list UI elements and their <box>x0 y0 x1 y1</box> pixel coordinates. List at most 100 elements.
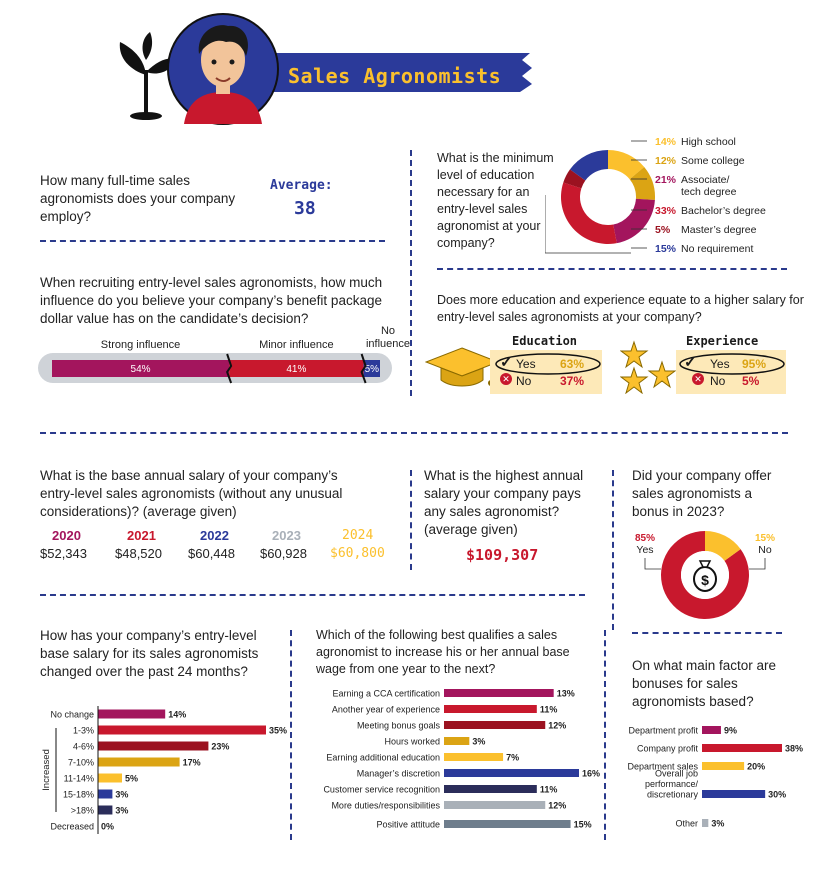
bonus-factor-value-label: 3% <box>711 819 724 829</box>
bonus-factor-value-label: 9% <box>724 726 737 736</box>
q8-question: How has your company’s entry-level base … <box>40 628 259 679</box>
leader-line <box>545 195 631 254</box>
qualifies-value-label: 7% <box>506 753 519 763</box>
salary-change-category-label: Decreased <box>50 822 94 832</box>
q9-question: Which of the following best qualifies a … <box>316 628 570 676</box>
divider <box>612 470 614 630</box>
leader-line <box>749 558 766 570</box>
salary-change-category-label: >18% <box>71 806 94 816</box>
bonus-factor-bar <box>702 744 782 752</box>
salary-year: 2021 <box>127 528 156 543</box>
qualifies-category-label: Hours worked <box>384 737 440 747</box>
break-mark <box>226 353 233 384</box>
education-donut-chart: 14% High school 12% Some college 21% Associat… <box>545 136 766 255</box>
salary-value: $60,928 <box>260 546 307 561</box>
qualifies-value-label: 15% <box>574 820 592 830</box>
qualifies-category-label: Earning a CCA certification <box>332 689 440 699</box>
q6-question: What is the highest annual salary your c… <box>424 468 584 537</box>
q10-question: On what main factor are bonuses for sale… <box>632 658 777 709</box>
qualifies-value-label: 12% <box>548 801 566 811</box>
divider <box>410 470 412 570</box>
experience-title: Experience <box>686 334 759 348</box>
q2-question: What is the minimum level of education n… <box>437 151 554 250</box>
banner-shape <box>260 53 532 92</box>
education-label: High school <box>681 136 736 148</box>
salary-change-category-label: 7-10% <box>68 758 94 768</box>
education-label: Associate/ <box>681 174 730 186</box>
influence-category-label: Strong influence <box>101 339 181 351</box>
salary-change-bar <box>98 757 180 767</box>
influence-bar-chart: 54% 41% 5% Strong influence Minor influence N… <box>52 325 410 384</box>
influence-value-label: 41% <box>286 364 306 375</box>
qualifies-bar <box>444 705 537 713</box>
salary-change-value-label: 23% <box>211 742 229 752</box>
salary-year: 2023 <box>272 528 301 543</box>
q4-question: Does more education and experience equat… <box>437 293 804 324</box>
influence-category-label: No <box>381 325 395 337</box>
education-slice <box>613 198 655 244</box>
qualifies-bar <box>444 801 546 809</box>
qualifies-value-label: 12% <box>548 721 566 731</box>
education-yes-label: Yes <box>516 357 536 371</box>
x-mark-icon: ✕ <box>692 373 704 385</box>
qualifies-bar <box>444 721 546 729</box>
qualifies-value-label: 3% <box>472 737 485 747</box>
education-pct: 5% <box>655 224 671 236</box>
qualifies-bar <box>444 753 504 761</box>
leader-line <box>644 558 661 570</box>
bonus-factor-bar <box>702 726 721 734</box>
bonus-factor-value-label: 30% <box>768 790 786 800</box>
bonus-factor-category-label: Overall job <box>655 769 698 779</box>
bonus-slice-no <box>705 531 741 561</box>
salary-value: $60,800 <box>330 546 385 561</box>
education-label: Master’s degree <box>681 224 757 236</box>
money-bag-tie <box>698 560 712 568</box>
salary-years-table: 2020 $52,343 2021 $48,520 2022 $60,448 2023 $60… <box>40 528 390 564</box>
qualifies-bar <box>444 820 571 828</box>
salary-change-category-label: 4-6% <box>73 742 94 752</box>
bonus-factor-bar <box>702 790 766 798</box>
influence-segment <box>363 360 380 377</box>
salary-change-value-label: 3% <box>115 806 128 816</box>
education-no-value: 37% <box>560 374 585 388</box>
bonus-factor-category-label: performance/ <box>645 779 699 789</box>
qualifies-value-label: 11% <box>540 785 558 795</box>
q1-average-value: 38 <box>294 198 316 219</box>
influence-segment <box>229 360 364 377</box>
dollar-sign: $ <box>701 572 709 588</box>
qualifies-category-label: Meeting bonus goals <box>357 721 441 731</box>
divider <box>604 630 606 840</box>
q1-question: How many full-time sales agronomists doe… <box>40 173 236 224</box>
qualifies-value-label: 13% <box>557 689 575 699</box>
education-slice <box>608 150 645 180</box>
divider <box>410 150 412 396</box>
header: Sales Agronomists <box>110 12 550 130</box>
education-slice <box>561 182 617 244</box>
salary-change-category-label: 15-18% <box>63 790 94 800</box>
salary-change-value-label: 17% <box>183 758 201 768</box>
education-slice <box>629 167 655 200</box>
experience-yes-label: Yes <box>710 357 730 371</box>
influence-segment <box>52 360 230 377</box>
divider <box>40 594 585 596</box>
salary-change-value-label: 14% <box>168 710 186 720</box>
qualifies-bar <box>444 737 470 745</box>
bonus-factor-category-label: Department sales <box>627 762 698 772</box>
bonus-factor-category-label: Company profit <box>637 744 699 754</box>
qualifies-bar <box>444 769 579 777</box>
salary-change-bar <box>98 805 113 815</box>
salary-change-bar <box>98 725 266 735</box>
salary-change-bar <box>98 789 113 799</box>
salary-value: $48,520 <box>115 546 162 561</box>
education-pct: 12% <box>655 155 677 167</box>
education-label: No requirement <box>681 243 753 255</box>
divider <box>40 240 385 242</box>
salary-value: $52,343 <box>40 546 87 561</box>
education-label: Some college <box>681 155 745 167</box>
salary-change-bar <box>98 741 209 751</box>
education-pct: 33% <box>655 205 677 217</box>
qualifies-bar-chart: 13% Earning a CCA certification 11% Another… <box>323 689 600 830</box>
bonus-yes-pct: 85% <box>635 533 655 544</box>
salary-change-bar <box>98 709 166 719</box>
salary-change-bar-chart: 14% No change 35% 1-3% 23% 4-6% 17% 7-10% 5% 11-1… <box>41 706 287 834</box>
